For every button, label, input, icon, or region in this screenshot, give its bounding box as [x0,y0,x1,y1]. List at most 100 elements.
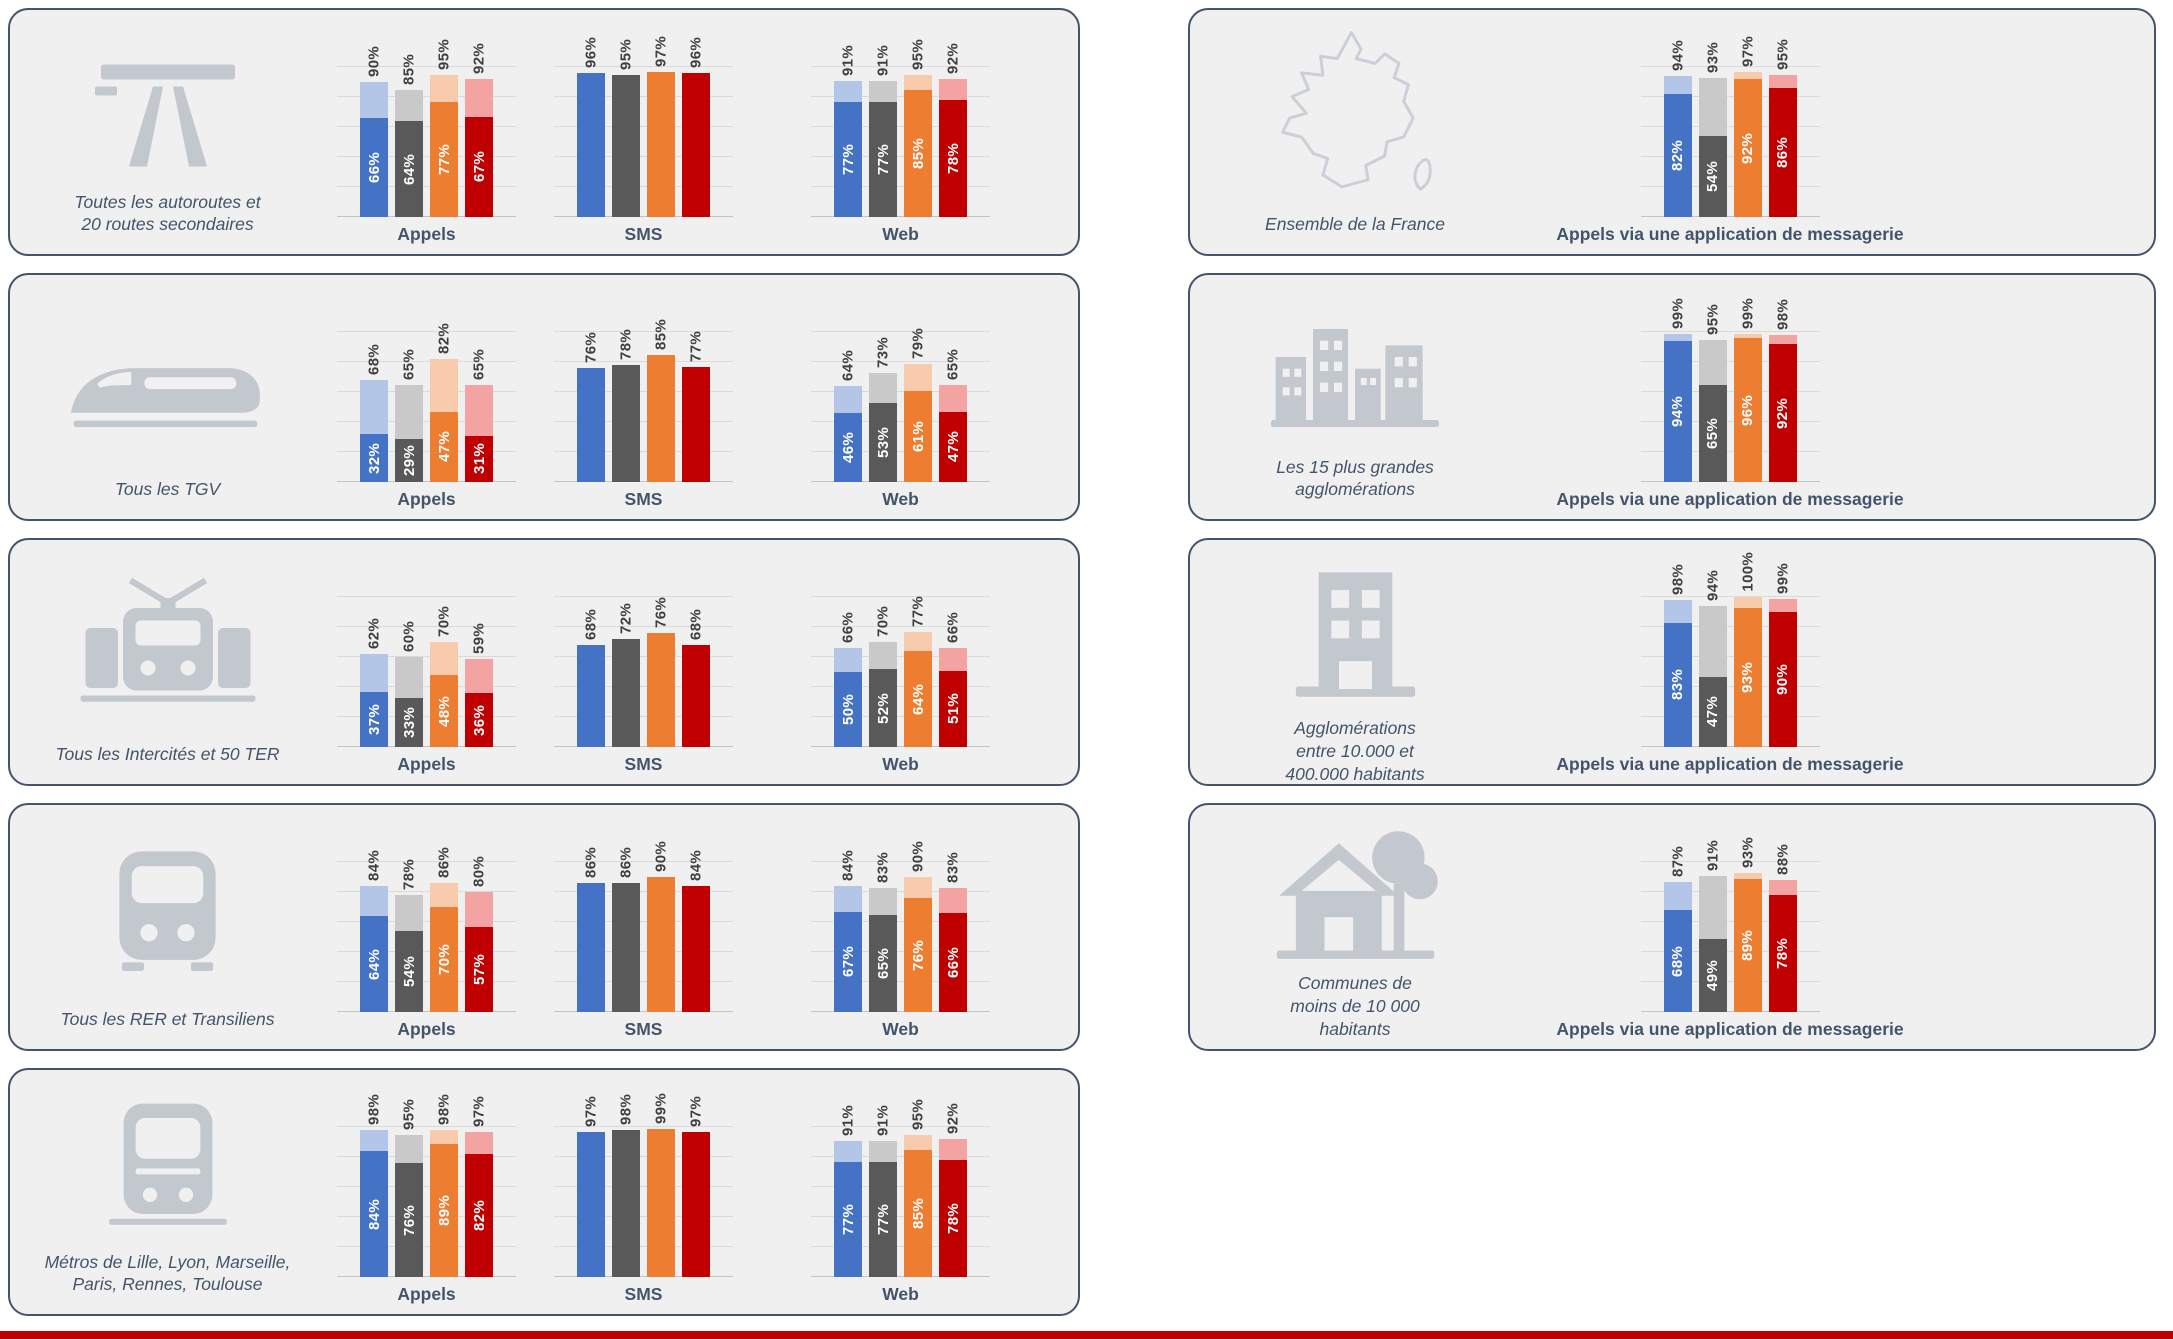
gridline-20 [1640,451,1820,452]
panel-label: Les 15 plus grandes agglomérations [1276,456,1434,500]
chart-caption: Appels via une application de messagerie [1556,489,1904,509]
bar-total-label: 93% [1704,41,1721,73]
gridline-60 [811,126,990,127]
axis-baseline [1640,481,1820,482]
chart-plot: 82% 94% 54% 93% 92% 97% 86% 95% [1640,36,1820,217]
bar-total-label: 85% [400,53,418,85]
gridline-60 [554,391,733,392]
gridline-20 [811,451,990,452]
bar-blue: 83% 98% [1663,564,1692,747]
axis-baseline [811,746,990,747]
bar-total-label: 90% [909,841,927,872]
bar-red: 82% 97% [465,1096,493,1277]
bars-row: 77% 91% 77% 91% 85% 95% 78% 92% [818,1099,983,1277]
bar-orange: 90% [647,841,675,1012]
bar-gray: 54% 93% [1698,42,1727,217]
bar-total-label: 96% [582,37,600,68]
bar-inner-label-wrap: 49% [1699,939,1727,1013]
bar-inner-label-wrap: 78% [939,1160,967,1277]
bar-total-label: 77% [687,330,705,362]
territory-panels-column: Ensemble de la France 82% 94% 54% 93% 92% 97% 8… [1188,8,2156,1051]
bar-blue: 82% 94% [1663,40,1692,217]
gridline-60 [1640,656,1820,657]
bar-inner-label-wrap: 65% [1699,385,1727,483]
bar-inner-label: 47% [435,431,453,463]
bar-inner-label: 65% [1704,417,1721,449]
bar-blue: 77% 91% [834,45,862,217]
chart-plot: 96% 95% 97% 96% [554,36,733,217]
bar-blue: 97% [577,1096,605,1277]
bar-inner-label: 76% [909,939,927,971]
chart-group-appels: 66% 90% 64% 85% 77% 95% 67% 92% Appels [337,10,516,254]
bar-inner-label-wrap: 96% [1734,338,1762,482]
bar-inner-label: 77% [874,1203,892,1235]
bar-total-label: 99% [1669,297,1686,329]
bar-total-label: 99% [652,1092,670,1124]
bar-total-label: 92% [944,43,962,74]
bar-inner-label: 57% [470,953,488,985]
chart-caption: SMS [624,1284,663,1304]
bar-gray: 65% 95% [1698,304,1727,483]
bar-blue: 67% 84% [834,850,862,1013]
bar-orange: 64% 77% [904,596,932,747]
gridline-20 [811,186,990,187]
bar-blue: 68% [577,597,605,747]
bar-total-label: 68% [687,609,705,640]
bar-orange-solid-segment [1733,878,1762,1012]
bar-blue: 84% 98% [360,1094,388,1277]
bar-gray: 29% 65% [395,332,423,482]
bar-inner-label: 32% [365,442,383,474]
bar-total-label: 94% [1704,570,1721,601]
bar-inner-label: 92% [1774,397,1791,429]
gridline-60 [1640,391,1820,392]
gridline-20 [337,981,516,982]
chart-caption: Appels [397,1019,456,1039]
bar-inner-label-wrap: 67% [834,912,862,1013]
bar-gray: 52% 70% [869,597,897,747]
gridline-80 [337,96,516,97]
bar-red-segment [682,886,710,1012]
bar-blue-solid-segment [834,413,862,482]
gridline-100 [811,1126,990,1127]
bar-red-solid-segment [939,670,967,747]
bar-inner-label: 67% [470,151,488,183]
bars-row: 94% 99% 65% 95% 96% 99% 92% 98% [1648,298,1813,483]
bar-red-solid-segment [1768,88,1797,217]
bars-row: 50% 66% 52% 70% 64% 77% 51% 66% [818,596,983,747]
bar-blue: 37% 62% [360,597,388,747]
charts-area: 32% 68% 29% 65% 47% 82% 31% 65% Appels 76% 78% 85% 7… [328,275,1070,519]
bars-row: 46% 64% 53% 73% 61% 79% 47% 65% [818,328,983,482]
bar-orange: 97% [647,36,675,217]
bar-gray-solid-segment [869,669,897,747]
bar-blue-solid-segment [1663,910,1692,1012]
bar-total-label: 83% [874,851,892,883]
bar-total-label: 91% [874,44,892,76]
bar-red: 36% 59% [465,597,493,747]
bar-inner-label: 93% [1739,661,1756,693]
gridline-20 [554,716,733,717]
bar-inner-label-wrap: 64% [904,651,932,747]
bar-red: 97% [682,1096,710,1277]
chart-caption: Web [882,1019,919,1039]
bar-total-label: 96% [687,37,705,68]
charts-area: 66% 90% 64% 85% 77% 95% 67% 92% Appels 96% 95% 97% 9… [328,10,1070,254]
axis-baseline [337,1011,516,1012]
bar-total-label: 70% [435,606,453,637]
chart-plot: 68% 87% 49% 91% 89% 93% 78% 88% [1640,837,1820,1013]
gridline-20 [337,716,516,717]
gridline-80 [1640,96,1820,97]
bar-inner-label-wrap: 78% [1769,895,1797,1012]
bar-inner-label-wrap: 86% [1769,88,1797,217]
bar-total-label: 66% [944,612,962,643]
bar-gray-solid-segment [869,402,897,482]
bar-total-label: 86% [435,847,453,878]
bar-total-label: 84% [687,850,705,881]
bar-gray: 47% 94% [1698,570,1727,747]
bar-gray: 54% 78% [395,859,423,1012]
bar-red-solid-segment [465,116,493,217]
charts-area: 83% 98% 47% 94% 93% 100% 90% 99% Appels via une … [1520,540,1940,775]
bar-red-solid-segment [465,435,493,482]
axis-baseline [811,216,990,217]
bar-red-segment [682,645,710,747]
charts-area: 84% 98% 76% 95% 89% 98% 82% 97% Appels 97% 98% 99% 9… [328,1070,1070,1314]
